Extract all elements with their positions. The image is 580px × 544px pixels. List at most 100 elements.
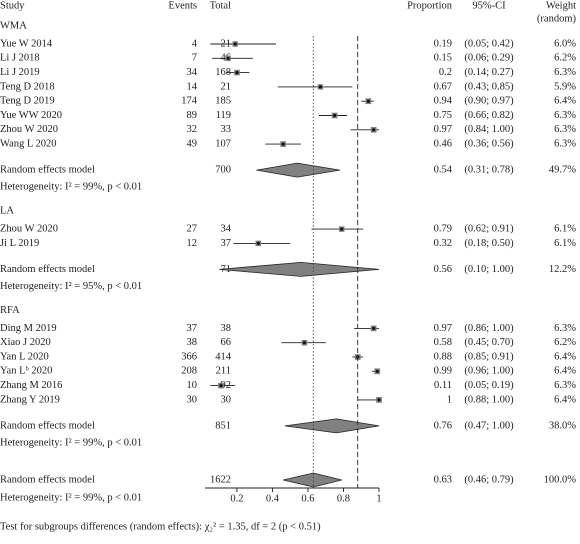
ci: (0.18; 0.50) [464,238,514,249]
events: 32 [187,124,198,135]
total: 37 [221,238,232,249]
header-total: Total [210,0,232,11]
ci: (0.90; 0.97) [464,96,514,107]
weight: 49.7% [549,165,576,176]
proportion: 0.76 [434,420,452,431]
model-name: Random effects model [0,474,95,485]
point [281,142,285,146]
proportion: 0.15 [434,53,452,64]
study-name: Zhou W 2020 [0,224,58,235]
point [375,369,379,373]
model-name: Random effects model [0,264,95,275]
diamond [219,261,380,277]
total: 185 [215,96,231,107]
total: 34 [221,224,232,235]
study-name: Teng D 2019 [0,96,55,107]
heterogeneity: Heterogeneity: I² = 99%, p < 0.01 [0,437,142,448]
ci: (0.47; 1.00) [464,420,514,431]
proportion: 0.88 [434,351,452,362]
study-name: Yue W 2014 [0,38,53,49]
x-tick-label: 0.2 [230,493,243,504]
point [226,56,230,60]
proportion: 0.56 [434,264,452,275]
proportion: 0.99 [434,366,452,377]
study-name: Ji L 2019 [0,238,39,249]
point [233,42,237,46]
proportion: 0.54 [434,165,453,176]
ci: (0.05; 0.19) [464,380,514,391]
header-weight: Weight [546,0,576,11]
study-name: Yue WW 2020 [0,110,62,121]
ci: (0.10; 1.00) [464,264,514,275]
events: 4 [192,38,198,49]
weight: 6.4% [554,394,576,405]
proportion: 0.97 [434,323,452,334]
weight: 6.3% [554,380,576,391]
ci: (0.43; 0.85) [464,81,514,92]
model-name: Random effects model [0,420,95,431]
weight: 6.3% [554,67,576,78]
proportion: 0.94 [434,96,453,107]
total: 33 [221,124,232,135]
weight: 6.4% [554,96,576,107]
proportion: 1 [447,394,452,405]
proportion: 0.2 [439,67,452,78]
total: 30 [221,394,232,405]
x-tick-label: 0.6 [301,493,314,504]
proportion: 0.46 [434,139,452,150]
weight: 6.3% [554,323,576,334]
diamond [284,418,380,434]
weight: 6.4% [554,351,576,362]
total: 38 [221,323,232,334]
ci: (0.66; 0.82) [464,110,514,121]
total: 168 [215,67,231,78]
group-name: LA [0,206,14,217]
events: 10 [187,380,198,391]
events: 89 [187,110,198,121]
weight: 6.2% [554,53,576,64]
ci: (0.85; 0.91) [464,351,514,362]
ci: (0.62; 0.91) [464,224,514,235]
events: 37 [187,323,198,334]
ci: (0.46; 0.79) [464,474,514,485]
heterogeneity: Heterogeneity: I² = 99%, p < 0.01 [0,492,142,503]
point [372,128,376,132]
ci: (0.88; 1.00) [464,394,514,405]
ci: (0.31; 0.78) [464,165,514,176]
total: 107 [215,139,231,150]
study-name: Ding M 2019 [0,323,57,334]
weight: 6.4% [554,366,576,377]
point [235,71,239,75]
weight: 6.3% [554,124,576,135]
total: 119 [216,110,231,121]
total: 414 [215,351,232,362]
weight: 38.0% [549,420,576,431]
subgroup-test: Test for subgroups differences (random e… [0,521,321,532]
group-name: RFA [0,305,20,316]
total: 211 [216,366,231,377]
total: 700 [215,165,231,176]
weight: 6.1% [554,238,576,249]
ci: (0.05; 0.42) [464,38,514,49]
events: 7 [192,53,197,64]
proportion: 0.58 [434,337,452,348]
x-tick-label: 1 [376,493,381,504]
header-proportion: Proportion [407,0,453,11]
point [256,241,260,245]
events: 12 [187,238,198,249]
proportion: 0.19 [434,38,452,49]
weight: 6.3% [554,139,576,150]
point [302,341,307,345]
proportion: 0.63 [434,474,452,485]
x-tick-label: 0.8 [337,493,350,504]
weight: 6.1% [554,224,576,235]
events: 208 [181,366,197,377]
events: 14 [187,81,198,92]
study-name: Yan Lᵇ 2020 [0,366,52,377]
header-ci: 95%-CI [472,0,506,11]
proportion: 0.32 [434,238,452,249]
weight: 6.2% [554,337,576,348]
ci: (0.84; 1.00) [464,124,514,135]
proportion: 0.67 [434,81,452,92]
